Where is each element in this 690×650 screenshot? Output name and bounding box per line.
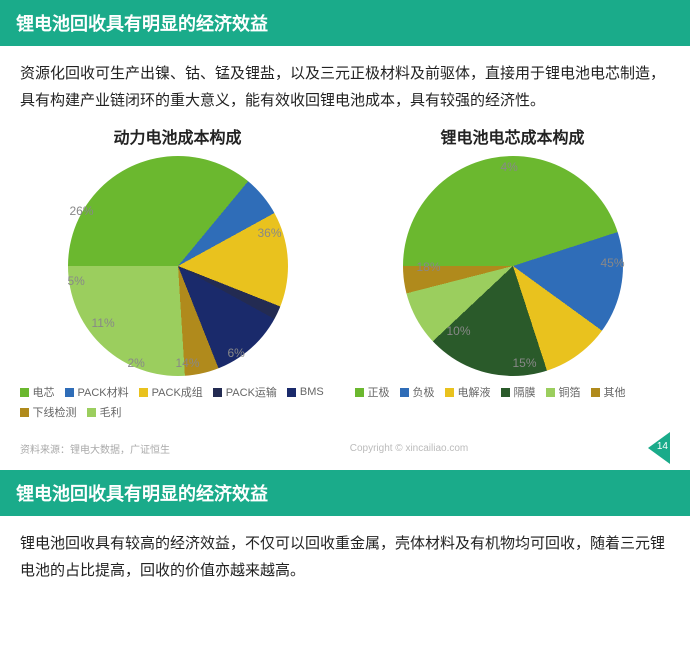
pie-slice-label: 18% bbox=[417, 260, 441, 274]
legend-label: 下线检测 bbox=[33, 404, 77, 420]
legend-item: 负极 bbox=[400, 384, 435, 400]
pie-slice-label: 11% bbox=[92, 316, 115, 330]
chart-2-title: 锂电池电芯成本构成 bbox=[440, 124, 584, 148]
legend-swatch bbox=[139, 388, 148, 397]
chart-1-pie-wrap: 36% 6% 14% 2% 11% 5% 26% bbox=[48, 156, 308, 376]
section-header-1: 锂电池回收具有明显的经济效益 bbox=[0, 0, 690, 46]
chart-2: 锂电池电芯成本构成 45% 15% 10% 18% 4% 正极 负极 电解液 隔膜 铜箔 其他 bbox=[353, 124, 673, 426]
legend-item: PACK运输 bbox=[213, 384, 277, 400]
legend-label: PACK材料 bbox=[78, 384, 129, 400]
legend-swatch bbox=[287, 388, 296, 397]
legend-label: 毛利 bbox=[100, 404, 122, 420]
legend-item: 正极 bbox=[355, 384, 390, 400]
legend-swatch bbox=[445, 388, 454, 397]
pie-slice-label: 15% bbox=[513, 356, 537, 370]
pie-slice-label: 5% bbox=[68, 274, 85, 288]
page-number: 14 bbox=[657, 441, 668, 452]
legend-swatch bbox=[87, 408, 96, 417]
chart-2-legend: 正极 负极 电解液 隔膜 铜箔 其他 bbox=[353, 376, 673, 406]
legend-swatch bbox=[355, 388, 364, 397]
section-desc-2: 锂电池回收具有较高的经济效益，不仅可以回收重金属，壳体材料及有机物均可回收，随着… bbox=[0, 516, 690, 594]
legend-item: 其他 bbox=[591, 384, 626, 400]
pie-slice-label: 14% bbox=[176, 356, 200, 370]
page-indicator: 14 bbox=[648, 432, 670, 464]
legend-label: 隔膜 bbox=[514, 384, 536, 400]
legend-item: 隔膜 bbox=[501, 384, 536, 400]
watermark-text: Copyright © xincailiao.com bbox=[350, 443, 469, 454]
source-row: 资料来源：锂电大数据，广证恒生 Copyright © xincailiao.c… bbox=[0, 432, 690, 470]
legend-swatch bbox=[546, 388, 555, 397]
legend-label: 铜箔 bbox=[559, 384, 581, 400]
legend-label: 正极 bbox=[368, 384, 390, 400]
legend-swatch bbox=[591, 388, 600, 397]
section-desc-1: 资源化回收可生产出镍、钴、锰及锂盐，以及三元正极材料及前驱体，直接用于锂电池电芯… bbox=[0, 46, 690, 124]
legend-swatch bbox=[501, 388, 510, 397]
legend-item: BMS bbox=[287, 384, 324, 400]
pie-slice-label: 6% bbox=[228, 346, 245, 360]
source-text: 资料来源：锂电大数据，广证恒生 bbox=[20, 441, 170, 456]
legend-swatch bbox=[400, 388, 409, 397]
legend-item: PACK材料 bbox=[65, 384, 129, 400]
legend-item: 铜箔 bbox=[546, 384, 581, 400]
chart-1: 动力电池成本构成 36% 6% 14% 2% 11% 5% 26% 电芯 PACK材料 PACK… bbox=[18, 124, 338, 426]
pie-slice-label: 4% bbox=[501, 160, 518, 174]
legend-swatch bbox=[20, 388, 29, 397]
pie-slice-label: 10% bbox=[447, 324, 471, 338]
legend-label: 其他 bbox=[604, 384, 626, 400]
legend-item: 毛利 bbox=[87, 404, 122, 420]
legend-item: 电解液 bbox=[445, 384, 491, 400]
chart-1-legend: 电芯 PACK材料 PACK成组 PACK运输 BMS 下线检测 毛利 bbox=[18, 376, 338, 426]
legend-swatch bbox=[20, 408, 29, 417]
chart-2-pie-wrap: 45% 15% 10% 18% 4% bbox=[383, 156, 643, 376]
legend-item: PACK成组 bbox=[139, 384, 203, 400]
section-header-2: 锂电池回收具有明显的经济效益 bbox=[0, 470, 690, 516]
pie-slice-label: 36% bbox=[258, 226, 282, 240]
chart-1-pie bbox=[68, 156, 288, 376]
pie-slice-label: 45% bbox=[601, 256, 625, 270]
legend-label: 负极 bbox=[413, 384, 435, 400]
pie-slice-label: 2% bbox=[128, 356, 145, 370]
legend-label: PACK运输 bbox=[226, 384, 277, 400]
legend-label: PACK成组 bbox=[152, 384, 203, 400]
charts-row: 动力电池成本构成 36% 6% 14% 2% 11% 5% 26% 电芯 PACK材料 PACK… bbox=[0, 124, 690, 432]
legend-label: 电芯 bbox=[33, 384, 55, 400]
legend-item: 电芯 bbox=[20, 384, 55, 400]
legend-label: 电解液 bbox=[458, 384, 491, 400]
legend-swatch bbox=[213, 388, 222, 397]
legend-label: BMS bbox=[300, 386, 324, 398]
chart-1-title: 动力电池成本构成 bbox=[113, 124, 241, 148]
legend-swatch bbox=[65, 388, 74, 397]
pie-slice-label: 26% bbox=[70, 204, 94, 218]
legend-item: 下线检测 bbox=[20, 404, 77, 420]
